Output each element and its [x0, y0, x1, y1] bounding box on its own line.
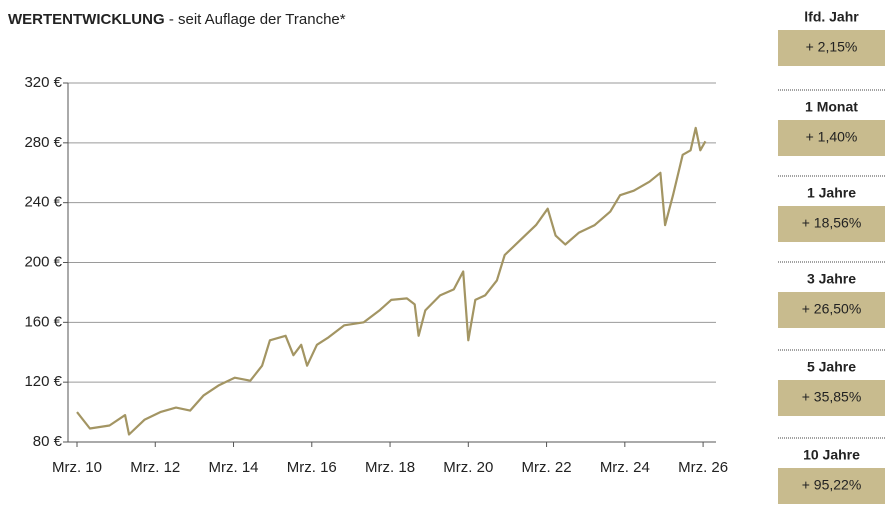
performance-box	[778, 120, 885, 156]
y-tick-label: 200 €	[24, 253, 62, 270]
y-tick-label: 240 €	[24, 194, 62, 211]
x-tick-label: Mrz. 22	[522, 459, 572, 476]
x-tick-label: Mrz. 26	[678, 459, 728, 476]
performance-value: + 35,85%	[802, 389, 862, 405]
performance-value: + 26,50%	[802, 301, 862, 317]
performance-value: + 95,22%	[802, 477, 862, 493]
performance-box	[778, 30, 885, 66]
period-label: 5 Jahre	[807, 359, 856, 375]
chart-title: WERTENTWICKLUNG	[8, 11, 165, 28]
performance-value: + 2,15%	[806, 39, 858, 55]
period-label: 10 Jahre	[803, 447, 860, 463]
y-tick-label: 160 €	[24, 313, 62, 330]
y-tick-label: 120 €	[24, 373, 62, 390]
performance-box	[778, 292, 885, 328]
x-tick-label: Mrz. 16	[287, 459, 337, 476]
performance-box	[778, 380, 885, 416]
x-tick-label: Mrz. 18	[365, 459, 415, 476]
period-label: 1 Jahre	[807, 185, 856, 201]
line-series	[76, 126, 707, 436]
x-tick-label: Mrz. 12	[130, 459, 180, 476]
performance-value: + 1,40%	[806, 129, 858, 145]
period-label: lfd. Jahr	[804, 9, 859, 25]
chart-heading: WERTENTWICKLUNG - seit Auflage der Tranc…	[8, 11, 346, 28]
y-tick-label: 80 €	[33, 433, 63, 450]
period-label: 3 Jahre	[807, 271, 856, 287]
performance-box	[778, 206, 885, 242]
performance-value: + 18,56%	[802, 215, 862, 231]
x-tick-label: Mrz. 14	[209, 459, 259, 476]
y-tick-label: 320 €	[24, 74, 62, 91]
x-tick-label: Mrz. 24	[600, 459, 650, 476]
period-label: 1 Monat	[805, 99, 858, 115]
x-tick-label: Mrz. 10	[52, 459, 102, 476]
y-tick-label: 280 €	[24, 134, 62, 151]
chart-subtitle: - seit Auflage der Tranche*	[165, 11, 346, 28]
performance-box	[778, 468, 885, 504]
x-tick-label: Mrz. 20	[443, 459, 493, 476]
